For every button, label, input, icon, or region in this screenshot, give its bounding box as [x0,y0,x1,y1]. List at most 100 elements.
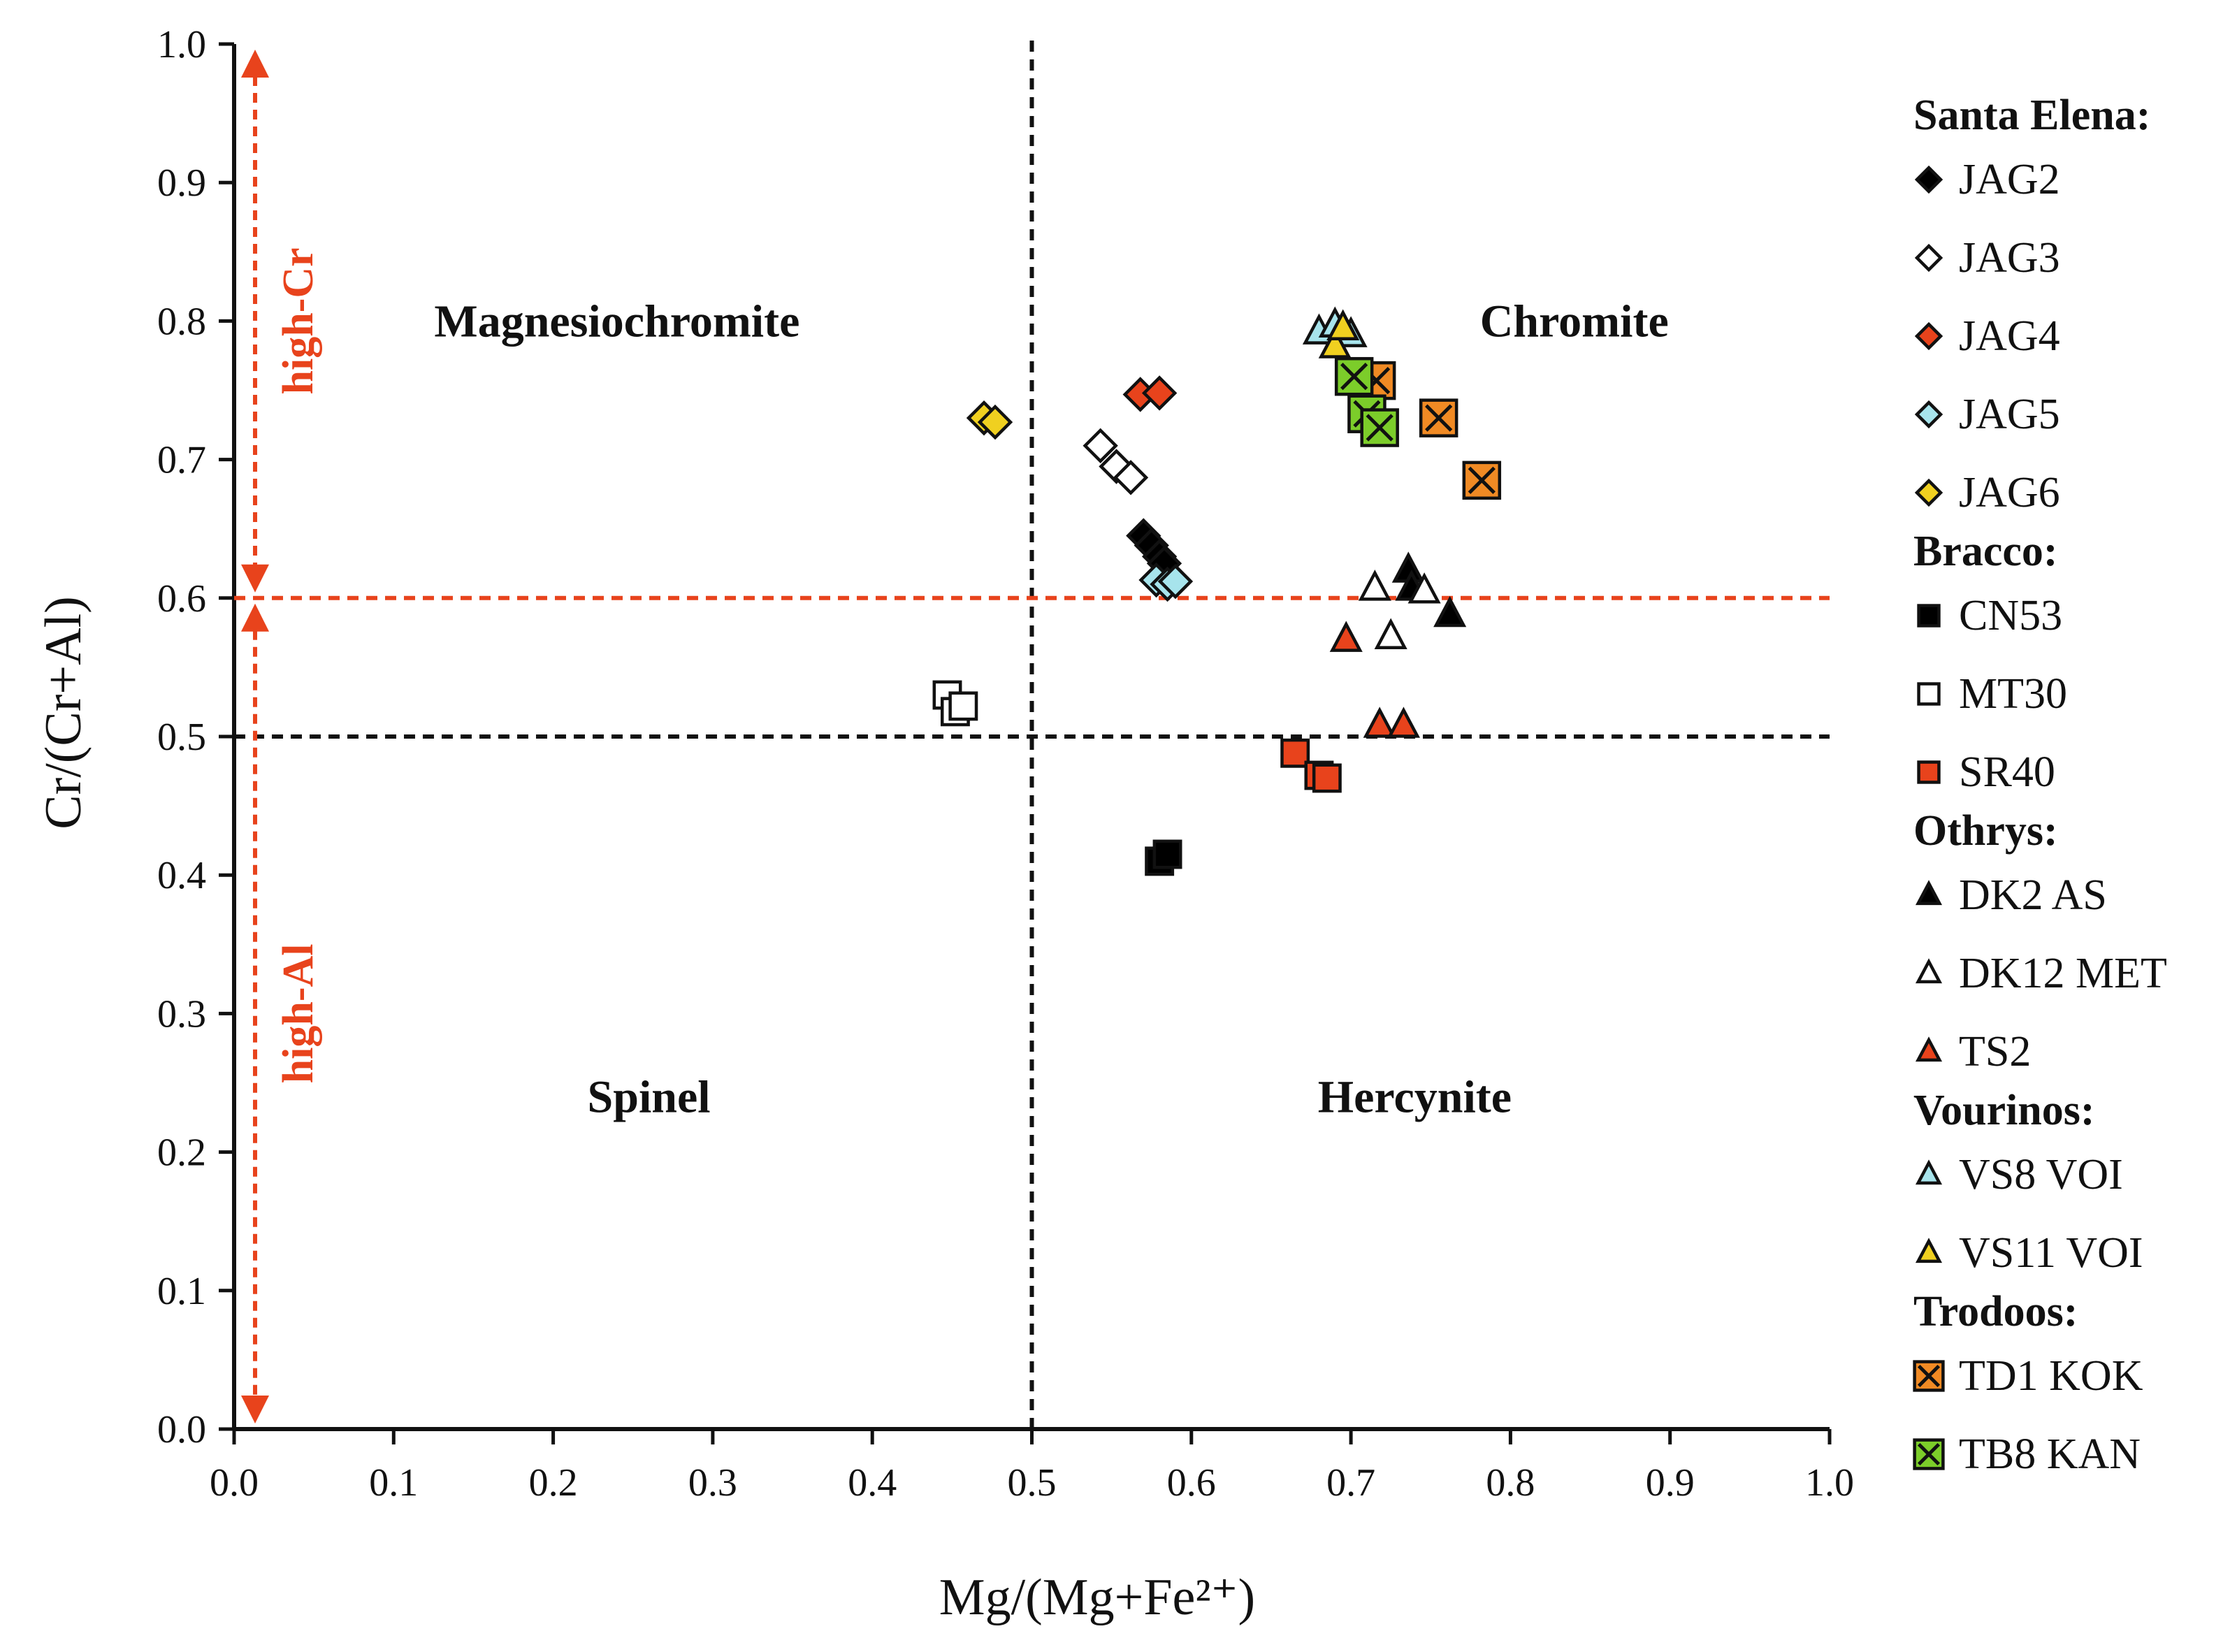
legend-marker-jag3 [1914,243,1943,273]
point-jag6 [977,404,1013,440]
point-ts2 [1387,707,1420,738]
marker-square [1917,682,1941,706]
marker-square [1917,760,1941,784]
legend-marker-dk2-as [1915,880,1943,906]
point-tb8-kan [1360,408,1399,447]
band-arrow-head-up [241,603,269,632]
y-tick-label: 0.8 [157,300,206,343]
region-label-magnesiochromite: Magnesiochromite [434,296,799,347]
marker-diamond [1113,460,1149,495]
y-tick-label: 1.0 [157,23,206,66]
x-tick-label: 0.3 [688,1461,737,1505]
point-jag5 [1157,563,1194,600]
band-high-cr: high-Cr [241,50,322,593]
legend-group-title: Vourinos: [1913,1087,2095,1134]
marker-triangle [1329,621,1363,652]
legend-marker-mt30 [1917,682,1941,706]
band-arrow-head-down [241,564,269,593]
legend-marker-sr40 [1917,760,1941,784]
marker-diamond [1157,563,1194,600]
legend-label-jag5: JAG5 [1959,391,2060,438]
legend-marker-jag5 [1914,400,1943,429]
marker-diamond [977,404,1013,440]
x-tick-label: 0.2 [529,1461,578,1505]
band-arrow-head-up [241,50,269,78]
marker-triangle [1363,707,1396,738]
marker-diamond [1083,428,1118,463]
marker-square [1280,738,1310,768]
y-tick-label: 0.0 [157,1408,206,1451]
legend-label-sr40: SR40 [1959,748,2055,796]
legend-marker-ts2 [1915,1036,1943,1062]
marker-triangle [1915,880,1943,906]
x-tick-label: 0.4 [848,1461,897,1505]
x-tick-label: 0.9 [1646,1461,1695,1505]
marker-diamond [1914,243,1943,273]
marker-cross-stroke [1366,414,1393,442]
legend-marker-jag2 [1914,165,1943,194]
legend-label-tb8-kan: TB8 KAN [1959,1430,2141,1478]
point-vs11-voi [1318,327,1352,358]
legend-label-ts2: TS2 [1959,1028,2031,1075]
marker-triangle [1433,595,1467,628]
marker-cross-stroke [1425,404,1453,432]
legend: Santa Elena: JAG2 JAG3 JAG4 JAG5 JAG6 Bracco: C… [1913,92,2167,1478]
marker-cross-stroke [1468,466,1496,494]
x-tick-label: 0.1 [369,1461,418,1505]
band-label: high-Cr [275,247,322,394]
legend-group-title: Trodoos: [1913,1288,2078,1335]
marker-triangle [1915,958,1943,984]
marker-diamond [1914,165,1943,194]
legend-marker-vs11-voi [1915,1238,1943,1263]
marker-triangle [1915,1159,1943,1185]
point-td1-kok [1419,398,1458,437]
point-ts2 [1363,707,1396,738]
marker-diamond [1914,400,1943,429]
legend-marker-jag4 [1914,321,1943,351]
point-sr40 [1280,738,1310,768]
band-arrow-head-down [241,1396,269,1423]
marker-square [1917,604,1941,628]
marker-triangle [1915,1238,1943,1263]
marker-square [948,691,978,721]
legend-label-vs11-voi: VS11 VOI [1959,1229,2143,1277]
cr-al-bands: high-Cr high-Al [241,50,322,1423]
y-tick-label: 0.4 [157,854,206,897]
marker-square [1312,763,1342,793]
point-sr40 [1312,763,1342,793]
legend-marker-jag6 [1914,478,1943,507]
legend-label-dk2-as: DK2 AS [1959,871,2107,919]
x-axis-title: Mg/(Mg+Fe²⁺) [939,1569,1255,1626]
legend-label-cn53: CN53 [1959,592,2062,639]
marker-triangle [1387,707,1420,738]
legend-group-title: Santa Elena: [1913,92,2150,139]
y-tick-label: 0.1 [157,1270,206,1313]
point-mt30 [948,691,978,721]
x-tick-label: 1.0 [1805,1461,1854,1505]
marker-cross-stroke [1340,363,1368,391]
legend-label-jag3: JAG3 [1959,234,2060,282]
marker-cross-stroke [1917,1364,1941,1388]
marker-diamond [1914,321,1943,351]
region-label-spinel: Spinel [588,1071,711,1122]
point-cn53 [1152,839,1182,869]
y-tick-label: 0.7 [157,439,206,482]
point-jag4 [1141,375,1178,411]
legend-label-jag6: JAG6 [1959,469,2060,516]
data-points [932,306,1502,876]
legend-marker-td1-kok [1913,1360,1945,1392]
marker-diamond [1141,375,1178,411]
legend-label-mt30: MT30 [1959,670,2067,718]
legend-marker-dk12-met [1915,958,1943,984]
legend-group-title: Bracco: [1913,528,2058,575]
point-jag3 [1113,460,1149,495]
y-tick-label: 0.5 [157,716,206,759]
legend-label-vs8-voi: VS8 VOI [1959,1151,2123,1198]
point-jag3 [1083,428,1118,463]
band-label: high-Al [275,943,322,1083]
y-tick-label: 0.3 [157,992,206,1036]
legend-group-title: Othrys: [1913,807,2058,855]
point-td1-kok [1462,461,1502,500]
legend-label-jag4: JAG4 [1959,312,2060,360]
